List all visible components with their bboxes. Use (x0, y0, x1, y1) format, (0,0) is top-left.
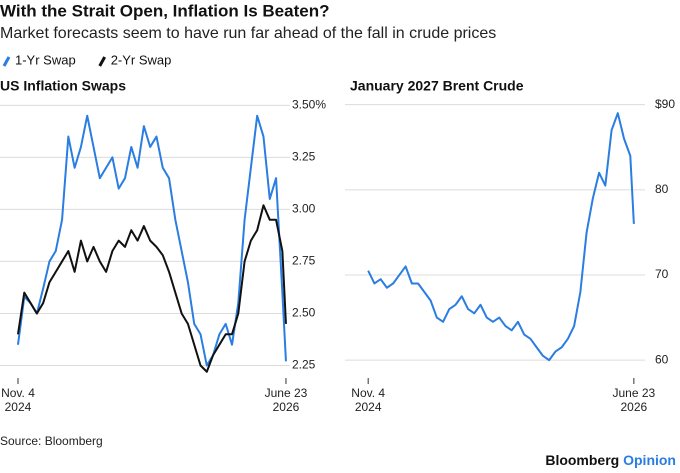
y-tick-label: 2.25 (292, 358, 316, 372)
y-tick-label: $90 (655, 97, 675, 111)
y-tick-label: 2.50 (292, 306, 316, 320)
x-tick-label: Nov. 4 (351, 386, 385, 400)
subtitle: Market forecasts seem to have run far ah… (0, 25, 496, 42)
y-tick-label: 70 (655, 267, 669, 281)
x-tick-label: 2024 (5, 400, 32, 414)
x-tick-label: Nov. 4 (1, 386, 35, 400)
title: With the Strait Open, Inflation Is Beate… (0, 1, 329, 20)
y-tick-label: 2.75 (292, 254, 316, 268)
x-tick-label: 2024 (355, 400, 382, 414)
series-line (16, 114, 287, 367)
x-tick-label: June 23 (265, 386, 308, 400)
panel-title: January 2027 Brent Crude (350, 78, 524, 94)
panel-title: US Inflation Swaps (0, 78, 126, 94)
y-tick-label: 80 (655, 182, 669, 196)
x-tick-label: 2026 (621, 400, 648, 414)
legend-swatch (2, 56, 11, 67)
y-tick-label: 3.00 (292, 202, 316, 216)
series-line (16, 204, 287, 373)
source: Source: Bloomberg (0, 434, 103, 448)
brand-name: Bloomberg (545, 452, 619, 468)
legend-swatch (98, 56, 107, 67)
y-tick-label: 60 (655, 352, 669, 366)
x-tick-label: 2026 (273, 400, 300, 414)
legend-label: 2-Yr Swap (111, 52, 172, 67)
series-line (367, 112, 635, 362)
legend-label: 1-Yr Swap (15, 52, 76, 67)
x-tick-label: June 23 (613, 386, 656, 400)
y-tick-label: 3.25 (292, 150, 316, 164)
y-tick-label: 3.50% (292, 97, 326, 111)
brand-section: Opinion (623, 452, 676, 468)
brand: Bloomberg Opinion (545, 452, 676, 468)
